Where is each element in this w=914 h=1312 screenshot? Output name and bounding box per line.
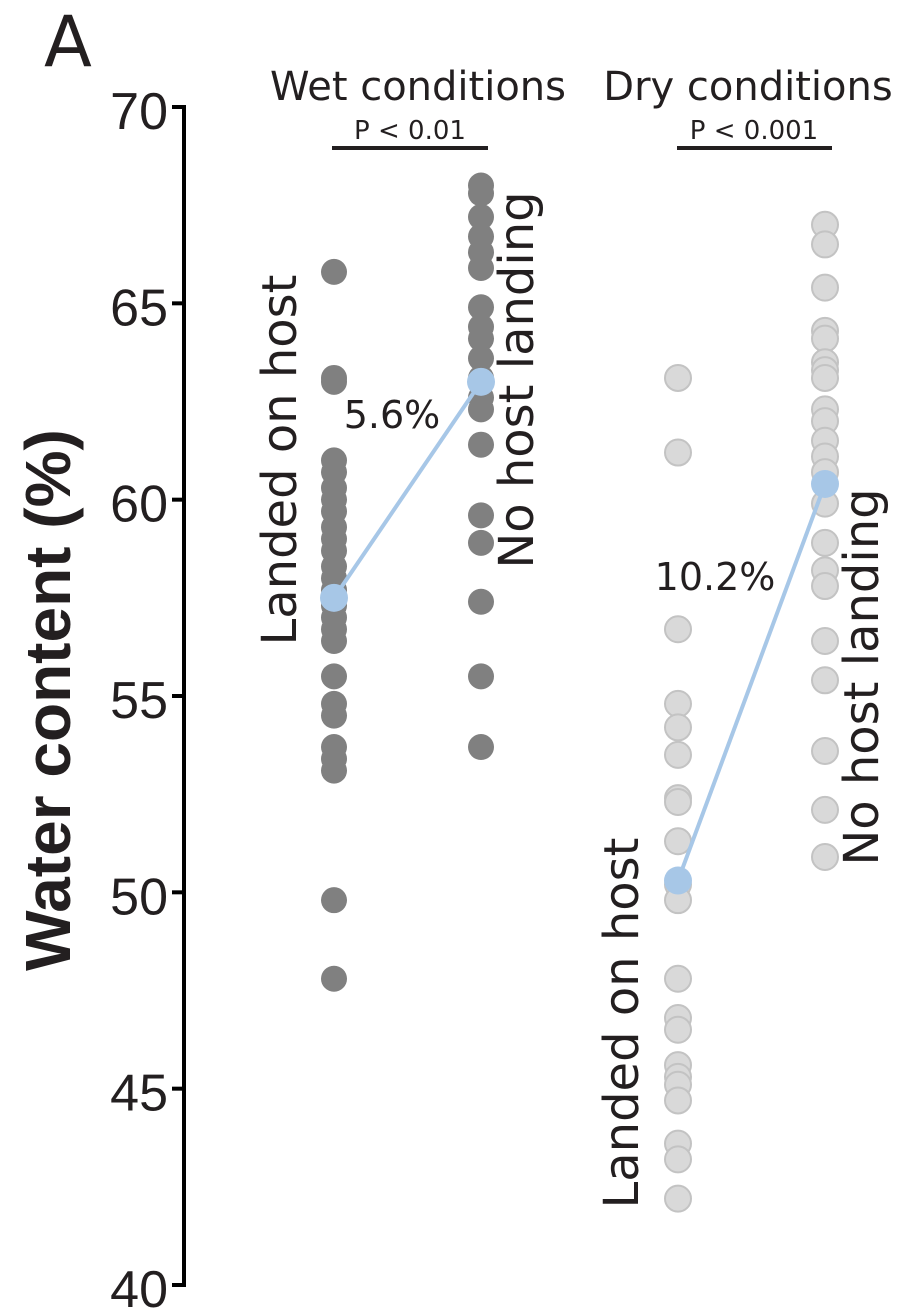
data-point — [811, 666, 839, 695]
data-point — [811, 363, 839, 392]
data-point — [664, 1015, 692, 1044]
data-point — [811, 795, 839, 824]
difference-label: 5.6% — [344, 393, 441, 437]
data-point — [811, 736, 839, 765]
data-point — [468, 254, 494, 281]
data-point — [468, 431, 494, 458]
y-axis: 40 45 50 55 60 65 70 — [110, 83, 186, 1312]
data-point — [468, 325, 494, 352]
data-point — [811, 627, 839, 656]
y-tick-label: 40 — [110, 1261, 168, 1312]
data-point — [468, 734, 494, 761]
data-point — [321, 702, 347, 729]
data-point — [664, 740, 692, 769]
data-point — [468, 396, 494, 423]
y-tick-label: 60 — [110, 476, 168, 534]
data-point — [664, 363, 692, 392]
series-label: Landed on host — [252, 275, 308, 646]
series-label: No host landing — [489, 191, 545, 568]
p-value-label: P < 0.01 — [354, 116, 466, 146]
data-point — [811, 273, 839, 302]
data-point — [321, 628, 347, 655]
data-point — [468, 663, 494, 690]
y-tick-label: 50 — [110, 868, 168, 926]
series-label: No host landing — [834, 488, 890, 865]
data-point — [664, 788, 692, 817]
data-point — [811, 842, 839, 871]
data-point — [811, 528, 839, 557]
y-tick-label: 65 — [110, 279, 168, 337]
mean-connector-line — [676, 483, 827, 882]
mean-connector-line — [332, 380, 483, 599]
series-label: Landed on host — [594, 838, 650, 1209]
data-point — [811, 324, 839, 353]
data-point — [811, 572, 839, 601]
data-point — [321, 757, 347, 784]
mean-point — [811, 469, 839, 498]
mean-point — [664, 866, 692, 895]
data-point — [468, 502, 494, 529]
data-point — [664, 438, 692, 467]
data-point — [468, 294, 494, 321]
series-points — [664, 363, 692, 1213]
data-point — [321, 258, 347, 285]
groups-layer: Wet conditions P < 0.01 5.6% Landed on host… — [252, 64, 893, 1213]
mean-point — [467, 367, 495, 396]
data-point — [321, 887, 347, 914]
group-title: Dry conditions — [603, 64, 892, 110]
data-point — [664, 689, 692, 718]
y-tick-label: 55 — [110, 672, 168, 730]
data-point — [468, 588, 494, 615]
data-point — [664, 1145, 692, 1174]
p-value-label: P < 0.001 — [690, 116, 818, 146]
data-point — [468, 529, 494, 556]
difference-label: 10.2% — [655, 555, 776, 599]
group-dry: Dry conditions P < 0.001 10.2% Landed on ho… — [594, 64, 893, 1213]
data-point — [664, 1184, 692, 1213]
data-point — [468, 345, 494, 372]
panel-letter: A — [44, 1, 92, 83]
group-wet: Wet conditions P < 0.01 5.6% Landed on host… — [252, 64, 566, 992]
mean-point — [320, 583, 348, 612]
y-tick-label: 45 — [110, 1065, 168, 1123]
data-point — [468, 203, 494, 230]
data-point — [811, 230, 839, 259]
data-point — [321, 965, 347, 992]
data-point — [664, 964, 692, 993]
y-axis-label: Water content (%) — [12, 429, 84, 971]
group-title: Wet conditions — [270, 64, 566, 110]
data-point — [321, 663, 347, 690]
data-point — [321, 368, 347, 395]
data-point — [664, 615, 692, 644]
data-point — [664, 713, 692, 742]
data-point — [664, 1086, 692, 1115]
y-tick-label: 70 — [110, 83, 168, 141]
series-points — [321, 258, 347, 992]
data-point — [468, 180, 494, 207]
